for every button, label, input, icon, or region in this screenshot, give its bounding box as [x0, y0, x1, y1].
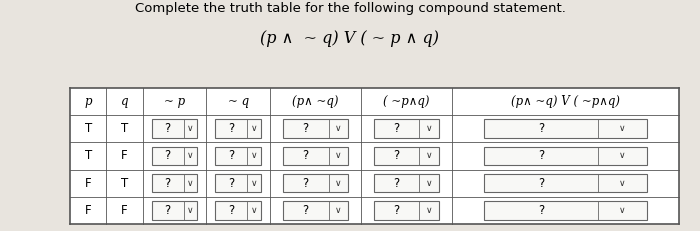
Text: ~ q: ~ q — [228, 95, 248, 108]
Text: Complete the truth table for the following compound statement.: Complete the truth table for the followi… — [134, 2, 566, 15]
Text: ∨: ∨ — [335, 152, 342, 160]
Bar — [484, 147, 648, 165]
Bar — [216, 147, 261, 165]
Text: T: T — [121, 122, 128, 135]
Text: T: T — [85, 122, 92, 135]
Text: F: F — [85, 177, 92, 190]
Text: ?: ? — [393, 177, 400, 190]
Text: ?: ? — [164, 204, 171, 217]
Text: ?: ? — [393, 204, 400, 217]
Text: ∨: ∨ — [251, 152, 258, 160]
Text: ?: ? — [393, 122, 400, 135]
Text: ∨: ∨ — [620, 179, 626, 188]
Text: (p∧ ~q) V ( ~p∧q): (p∧ ~q) V ( ~p∧q) — [511, 95, 620, 108]
Text: ∨: ∨ — [188, 206, 194, 215]
Text: ?: ? — [228, 204, 235, 217]
Text: ?: ? — [538, 122, 544, 135]
Text: ∨: ∨ — [188, 124, 194, 133]
Text: ?: ? — [228, 122, 235, 135]
Text: ∨: ∨ — [335, 124, 342, 133]
Text: ∨: ∨ — [335, 206, 342, 215]
Bar — [152, 147, 197, 165]
Text: ?: ? — [302, 204, 309, 217]
Bar — [374, 174, 439, 192]
Text: T: T — [121, 177, 128, 190]
Text: T: T — [85, 149, 92, 162]
Bar — [283, 174, 348, 192]
Text: F: F — [85, 204, 92, 217]
Text: ∨: ∨ — [188, 152, 194, 160]
Text: ∨: ∨ — [620, 206, 626, 215]
Text: F: F — [121, 149, 128, 162]
Bar — [283, 201, 348, 220]
Text: ∨: ∨ — [426, 179, 433, 188]
Bar — [374, 201, 439, 220]
Text: ?: ? — [228, 149, 235, 162]
Text: ?: ? — [228, 177, 235, 190]
Text: F: F — [121, 204, 128, 217]
Text: ∨: ∨ — [426, 124, 433, 133]
Bar — [216, 119, 261, 138]
Bar — [283, 147, 348, 165]
Text: q: q — [121, 95, 128, 108]
Text: ?: ? — [538, 149, 544, 162]
Text: ?: ? — [164, 177, 171, 190]
Bar — [152, 119, 197, 138]
Text: ?: ? — [164, 149, 171, 162]
Text: p: p — [85, 95, 92, 108]
Text: ~ p: ~ p — [164, 95, 185, 108]
Text: ∨: ∨ — [620, 124, 626, 133]
Text: ?: ? — [164, 122, 171, 135]
Text: ∨: ∨ — [620, 152, 626, 160]
Text: ?: ? — [302, 122, 309, 135]
Bar — [283, 119, 348, 138]
Text: ?: ? — [302, 177, 309, 190]
Text: ∨: ∨ — [251, 179, 258, 188]
Text: (p ∧  ~ q) V ( ~ p ∧ q): (p ∧ ~ q) V ( ~ p ∧ q) — [260, 30, 440, 47]
Text: ∨: ∨ — [426, 152, 433, 160]
Text: ∨: ∨ — [188, 179, 194, 188]
Text: ∨: ∨ — [251, 206, 258, 215]
Bar — [216, 174, 261, 192]
Bar — [484, 201, 648, 220]
Bar — [484, 174, 648, 192]
Text: ?: ? — [302, 149, 309, 162]
Text: ∨: ∨ — [335, 179, 342, 188]
Text: ∨: ∨ — [251, 124, 258, 133]
Bar — [152, 174, 197, 192]
Text: ∨: ∨ — [426, 206, 433, 215]
Bar — [374, 119, 439, 138]
Text: ?: ? — [538, 204, 544, 217]
Bar — [216, 201, 261, 220]
Text: (p∧ ~q): (p∧ ~q) — [292, 95, 339, 108]
Bar — [152, 201, 197, 220]
Text: ?: ? — [393, 149, 400, 162]
Text: ?: ? — [538, 177, 544, 190]
Bar — [374, 147, 439, 165]
Bar — [484, 119, 648, 138]
Text: ( ~p∧q): ( ~p∧q) — [383, 95, 430, 108]
